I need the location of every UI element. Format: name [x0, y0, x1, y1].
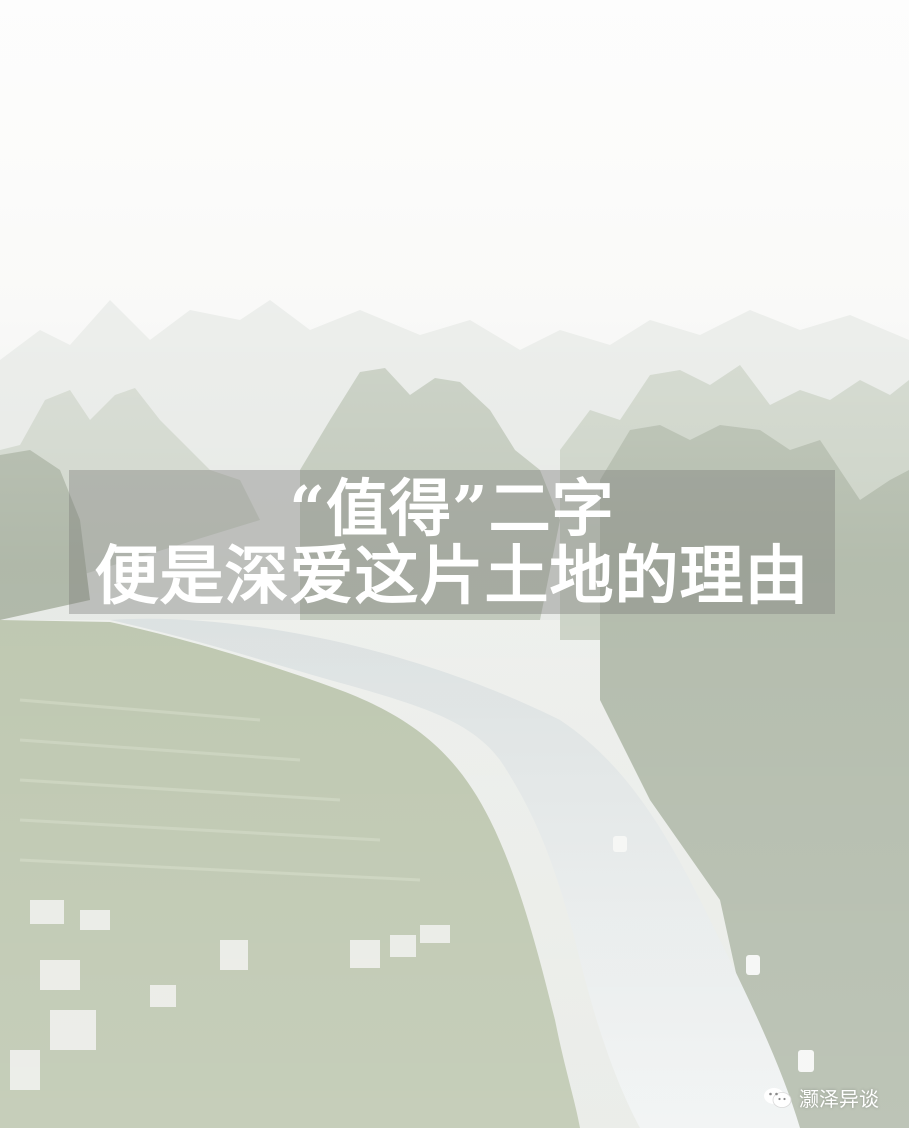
wechat-watermark: 灏泽异谈	[763, 1083, 879, 1112]
wechat-icon	[764, 1087, 792, 1108]
headline-line-2: 便是深爱这片土地的理由	[94, 539, 810, 614]
headline-line-1: “值得”二字	[289, 472, 615, 545]
headline-banner	[69, 470, 835, 614]
watermark-text: 灏泽异谈	[799, 1087, 879, 1111]
